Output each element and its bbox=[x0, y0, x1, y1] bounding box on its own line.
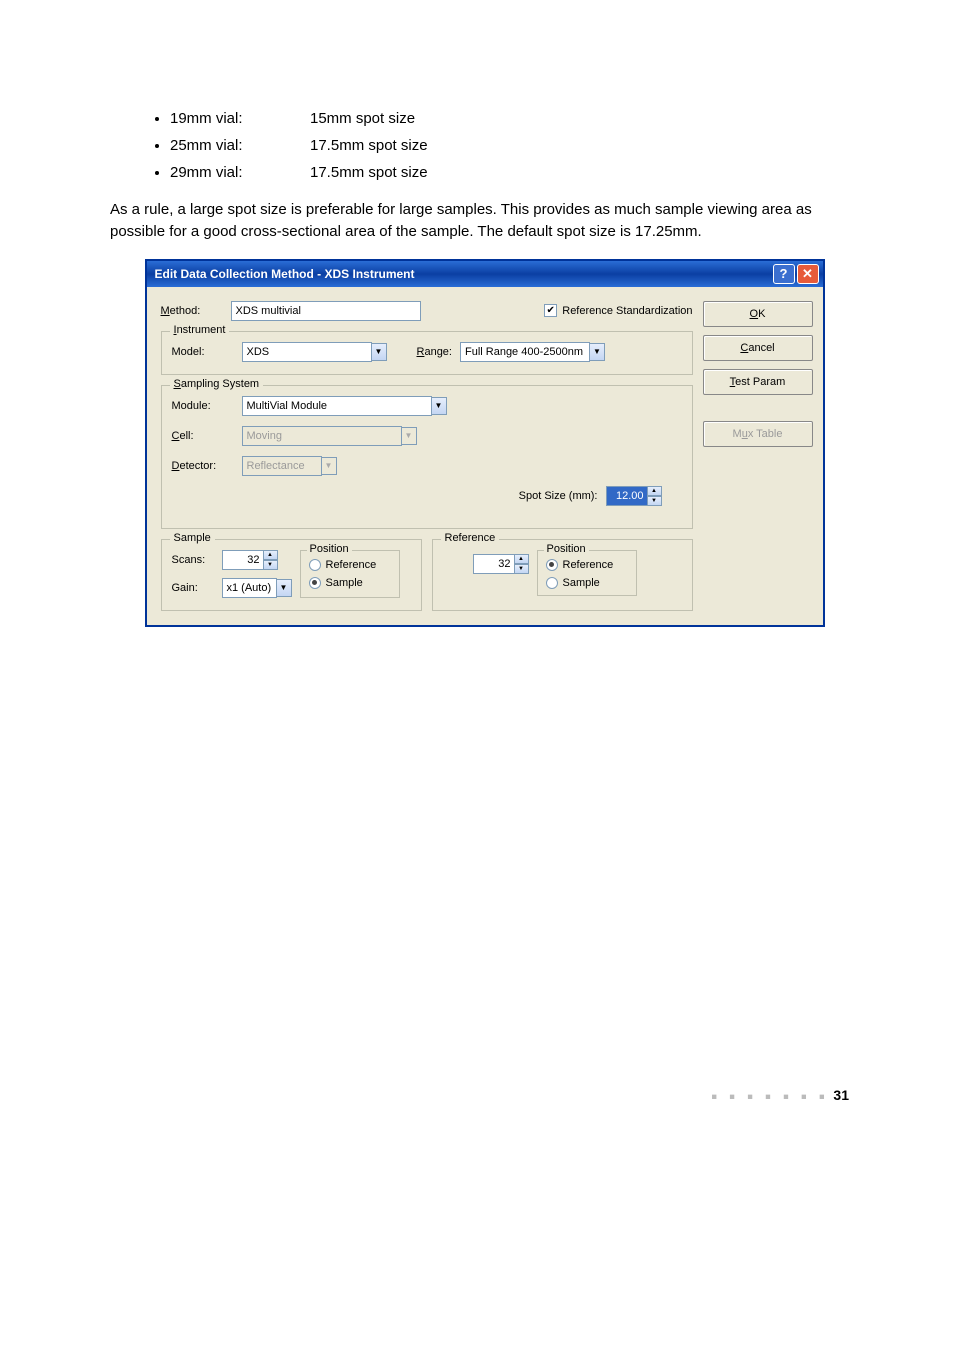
detector-combo: Reflectance ▼ bbox=[242, 456, 337, 476]
ref-pos-sample-radio[interactable]: Sample bbox=[546, 577, 628, 589]
reference-legend: Reference bbox=[441, 532, 500, 544]
page-footer: ■ ■ ■ ■ ■ ■ ■ 31 bbox=[110, 1087, 859, 1103]
detector-value: Reflectance bbox=[242, 456, 322, 476]
chevron-down-icon[interactable]: ▼ bbox=[431, 397, 447, 415]
model-value: XDS bbox=[242, 342, 372, 362]
chevron-down-icon[interactable]: ▼ bbox=[276, 579, 292, 597]
position-legend: Position bbox=[544, 543, 589, 555]
spin-up-icon[interactable]: ▲ bbox=[647, 486, 662, 496]
vial-list: 19mm vial: 15mm spot size 25mm vial: 17.… bbox=[110, 110, 859, 181]
ref-std-label: Reference Standardization bbox=[562, 305, 692, 317]
ref-std-checkbox[interactable]: ✔ bbox=[544, 304, 557, 317]
cell-combo: Moving ▼ bbox=[242, 426, 417, 446]
vial-value: 15mm spot size bbox=[310, 110, 415, 127]
chevron-down-icon[interactable]: ▼ bbox=[371, 343, 387, 361]
chevron-down-icon[interactable]: ▼ bbox=[589, 343, 605, 361]
gain-value: x1 (Auto) bbox=[222, 578, 277, 598]
spot-size-label: Spot Size (mm): bbox=[519, 490, 598, 502]
sampling-group: Sampling System Module: MultiVial Module… bbox=[161, 385, 693, 529]
help-button[interactable]: ? bbox=[773, 264, 795, 284]
mux-table-button: Mux Table bbox=[703, 421, 813, 447]
sample-position-group: Position Reference Sample bbox=[300, 550, 400, 598]
position-legend: Position bbox=[307, 543, 352, 555]
module-value: MultiVial Module bbox=[242, 396, 432, 416]
cell-value: Moving bbox=[242, 426, 402, 446]
ref-pos-reference-radio[interactable]: Reference bbox=[546, 559, 628, 571]
vial-label: 19mm vial: bbox=[170, 110, 310, 127]
module-label: Module: bbox=[172, 400, 242, 412]
scans-label: Scans: bbox=[172, 554, 222, 566]
edit-method-dialog: Edit Data Collection Method - XDS Instru… bbox=[145, 259, 825, 627]
test-param-button[interactable]: Test Param bbox=[703, 369, 813, 395]
spin-down-icon[interactable]: ▼ bbox=[263, 560, 278, 570]
instrument-group: Instrument Model: XDS ▼ Range: Full Rang… bbox=[161, 331, 693, 375]
vial-label: 29mm vial: bbox=[170, 164, 310, 181]
radio-label: Sample bbox=[326, 577, 363, 589]
sample-pos-sample-radio[interactable]: Sample bbox=[309, 577, 391, 589]
reference-group: Reference 32 ▲ ▼ bbox=[432, 539, 693, 611]
vial-value: 17.5mm spot size bbox=[310, 164, 428, 181]
spin-up-icon[interactable]: ▲ bbox=[514, 554, 529, 564]
radio-label: Reference bbox=[563, 559, 614, 571]
cell-label: Cell: bbox=[172, 430, 242, 442]
sample-pos-reference-radio[interactable]: Reference bbox=[309, 559, 391, 571]
reference-scans-spinner[interactable]: 32 ▲ ▼ bbox=[473, 554, 529, 574]
model-combo[interactable]: XDS ▼ bbox=[242, 342, 387, 362]
radio-label: Sample bbox=[563, 577, 600, 589]
sample-legend: Sample bbox=[170, 532, 215, 544]
vial-item: 19mm vial: 15mm spot size bbox=[170, 110, 859, 127]
radio-icon bbox=[309, 577, 321, 589]
vial-value: 17.5mm spot size bbox=[310, 137, 428, 154]
radio-icon bbox=[546, 577, 558, 589]
close-button[interactable]: ✕ bbox=[797, 264, 819, 284]
range-label: Range: bbox=[417, 346, 452, 358]
sample-scans-spinner[interactable]: 32 ▲ ▼ bbox=[222, 550, 278, 570]
page-number: 31 bbox=[833, 1087, 849, 1103]
gain-combo[interactable]: x1 (Auto) ▼ bbox=[222, 578, 292, 598]
reference-position-group: Position Reference Sample bbox=[537, 550, 637, 596]
spot-size-value[interactable]: 12.00 bbox=[606, 486, 648, 506]
titlebar[interactable]: Edit Data Collection Method - XDS Instru… bbox=[147, 261, 823, 287]
sample-scans-value[interactable]: 32 bbox=[222, 550, 264, 570]
vial-item: 25mm vial: 17.5mm spot size bbox=[170, 137, 859, 154]
radio-icon bbox=[546, 559, 558, 571]
spin-up-icon[interactable]: ▲ bbox=[263, 550, 278, 560]
body-paragraph: As a rule, a large spot size is preferab… bbox=[110, 199, 859, 243]
model-label: Model: bbox=[172, 346, 242, 358]
ok-button[interactable]: OK bbox=[703, 301, 813, 327]
method-label: Method: bbox=[161, 305, 231, 317]
spin-down-icon[interactable]: ▼ bbox=[647, 496, 662, 506]
sampling-legend: Sampling System bbox=[170, 378, 264, 390]
detector-label: Detector: bbox=[172, 460, 242, 472]
vial-label: 25mm vial: bbox=[170, 137, 310, 154]
range-combo[interactable]: Full Range 400-2500nm ▼ bbox=[460, 342, 605, 362]
instrument-legend: Instrument bbox=[170, 324, 230, 336]
range-value: Full Range 400-2500nm bbox=[460, 342, 590, 362]
method-input[interactable]: XDS multivial bbox=[231, 301, 421, 321]
radio-icon bbox=[309, 559, 321, 571]
module-combo[interactable]: MultiVial Module ▼ bbox=[242, 396, 447, 416]
spin-down-icon[interactable]: ▼ bbox=[514, 564, 529, 574]
dialog-title: Edit Data Collection Method - XDS Instru… bbox=[155, 267, 771, 281]
spot-size-spinner[interactable]: 12.00 ▲ ▼ bbox=[606, 486, 662, 506]
cancel-button[interactable]: Cancel bbox=[703, 335, 813, 361]
sample-group: Sample Scans: 32 ▲ ▼ bbox=[161, 539, 422, 611]
dots-icon: ■ ■ ■ ■ ■ ■ ■ bbox=[711, 1091, 829, 1101]
gain-label: Gain: bbox=[172, 582, 222, 594]
radio-label: Reference bbox=[326, 559, 377, 571]
reference-scans-value[interactable]: 32 bbox=[473, 554, 515, 574]
chevron-down-icon: ▼ bbox=[401, 427, 417, 445]
vial-item: 29mm vial: 17.5mm spot size bbox=[170, 164, 859, 181]
chevron-down-icon: ▼ bbox=[321, 457, 337, 475]
